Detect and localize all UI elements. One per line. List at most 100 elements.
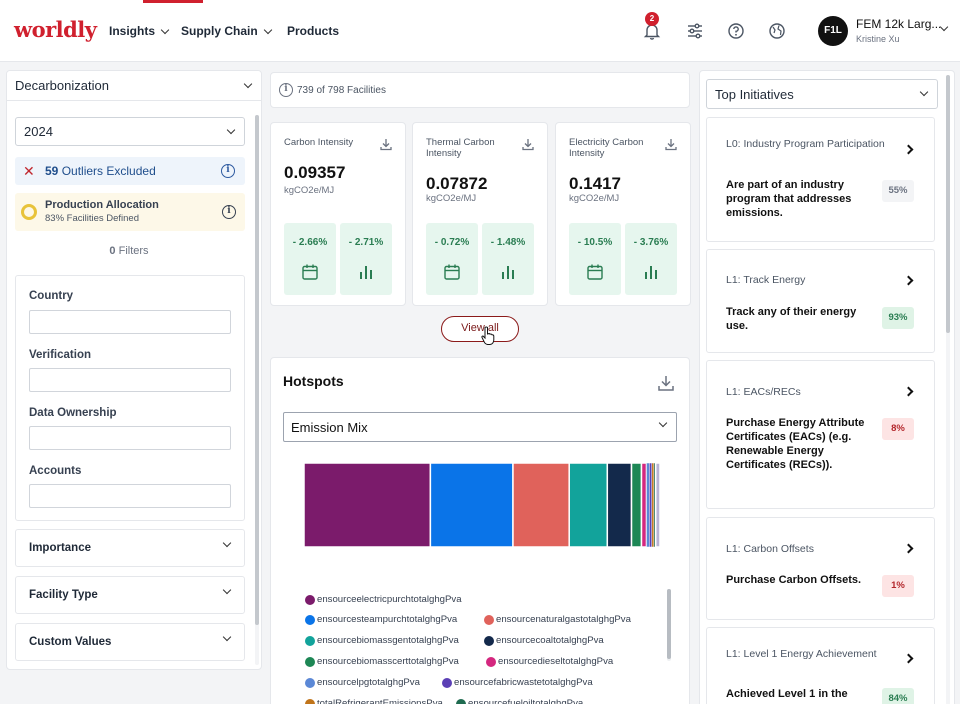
left-scrollbar-thumb[interactable] <box>255 115 259 625</box>
initiatives-select[interactable]: Top Initiatives <box>706 79 938 109</box>
legend-item[interactable]: ensourcelpgtotalghgPva <box>305 677 420 688</box>
filters-count: 0 Filters <box>7 245 251 257</box>
benchmark-change-tile[interactable]: - 2.71% <box>340 223 392 295</box>
bar-segment-ensourcefabricwastetotalghgPva[interactable] <box>649 463 653 547</box>
country-field[interactable] <box>29 310 231 334</box>
chevron-right-icon[interactable] <box>903 543 914 554</box>
legend-item[interactable]: ensourcefueloiltotalghgPva <box>456 698 583 704</box>
initiative-card[interactable]: L1: Track Energy Track any of their ener… <box>706 249 935 353</box>
legend-item[interactable]: ensourcebiomassgentotalghgPva <box>305 635 459 646</box>
year-select[interactable]: 2024 <box>15 117 245 146</box>
right-scrollbar-track[interactable] <box>946 75 950 704</box>
legend-dot <box>484 614 494 625</box>
chevron-right-icon[interactable] <box>903 144 914 155</box>
initiative-card[interactable]: L1: EACs/RECs Purchase Energy Attribute … <box>706 360 935 509</box>
yoy-change-tile[interactable]: - 2.66% <box>284 223 336 295</box>
bell-icon[interactable] <box>643 22 661 40</box>
module-select[interactable]: Decarbonization <box>7 71 261 101</box>
initiatives-panel: Top Initiatives L0: Industry Program Par… <box>699 70 955 704</box>
initiative-tag: L0: Industry Program Participation <box>726 138 885 150</box>
verification-label: Verification <box>29 349 91 361</box>
info-icon[interactable]: i <box>279 83 293 97</box>
legend-item[interactable]: ensourcenaturalgastotalghgPva <box>484 614 631 625</box>
chevron-right-icon[interactable] <box>903 275 914 286</box>
outliers-excluded-banner[interactable]: ✕ 59 Outliers Excluded i <box>15 157 245 185</box>
account-chevron-down-icon[interactable] <box>939 22 949 32</box>
data-ownership-label: Data Ownership <box>29 407 117 419</box>
right-scrollbar-thumb[interactable] <box>946 75 950 333</box>
legend-dot <box>486 656 496 667</box>
close-icon[interactable]: ✕ <box>23 163 35 179</box>
yoy-change-tile[interactable]: - 10.5% <box>569 223 621 295</box>
chevron-right-icon[interactable] <box>903 386 914 397</box>
accounts-label: Accounts <box>29 465 82 477</box>
importance-section-toggle[interactable]: Importance <box>15 529 245 567</box>
bar-segment-ensourcesteampurchtotalghgPva[interactable] <box>429 463 514 547</box>
bar-segment-ensourcelpgtotalghgPva[interactable] <box>646 463 650 547</box>
legend-item[interactable]: ensourcefabricwastetotalghgPva <box>442 677 593 688</box>
worldly-logo[interactable]: worldly <box>14 17 97 42</box>
legend-item[interactable]: ensourcecoaltotalghgPva <box>484 635 604 646</box>
benchmark-change-tile[interactable]: - 1.48% <box>482 223 534 295</box>
bar-chart-icon <box>645 266 657 279</box>
legend-label: ensourceelectricpurchtotalghgPva <box>317 594 462 605</box>
chevron-right-icon[interactable] <box>903 653 914 664</box>
initiative-tag: L1: Track Energy <box>726 274 806 286</box>
legend-item[interactable]: ensourcesteampurchtotalghgPva <box>305 614 457 625</box>
initiative-percent-badge: 8% <box>882 418 914 440</box>
view-all-button[interactable]: View all <box>441 316 519 342</box>
bar-segment-ensourcecoaltotalghgPva[interactable] <box>606 463 633 547</box>
verification-field[interactable] <box>29 368 231 392</box>
globe-icon[interactable] <box>768 22 786 40</box>
info-icon[interactable]: i <box>221 164 235 178</box>
facility-type-section-toggle[interactable]: Facility Type <box>15 576 245 614</box>
account-name[interactable]: FEM 12k Larg... <box>856 17 940 31</box>
legend-item[interactable]: ensourcedieseltotalghgPva <box>486 656 613 667</box>
legend-item[interactable]: ensourceelectricpurchtotalghgPva <box>305 594 462 605</box>
yoy-change-tile[interactable]: - 0.72% <box>426 223 478 295</box>
legend-label: ensourcedieseltotalghgPva <box>498 656 614 667</box>
metric-card-electricity-carbon-intensity[interactable]: Electricity Carbon Intensity 0.1417 kgCO… <box>555 122 691 306</box>
help-icon[interactable] <box>727 22 745 40</box>
initiative-tag: L1: Carbon Offsets <box>726 543 814 555</box>
initiative-card[interactable]: L1: Level 1 Energy Achievement Achieved … <box>706 627 935 704</box>
download-icon[interactable] <box>379 137 393 151</box>
legend-scrollbar-thumb[interactable] <box>667 589 671 659</box>
legend-label: ensourcefueloiltotalghgPva <box>468 698 584 704</box>
download-icon[interactable] <box>521 137 535 151</box>
hotspots-select[interactable]: Emission Mix <box>283 412 677 442</box>
benchmark-change-tile[interactable]: - 3.76% <box>625 223 677 295</box>
custom-values-section-toggle[interactable]: Custom Values <box>15 623 245 661</box>
avatar[interactable]: F1L <box>818 16 848 46</box>
info-icon[interactable]: i <box>222 205 236 219</box>
production-allocation-banner[interactable]: Production Allocation 83% Facilities Def… <box>15 193 245 231</box>
bar-segment-ensourcedieseltotalghgPva[interactable] <box>640 463 648 547</box>
initiative-card[interactable]: L1: Carbon Offsets Purchase Carbon Offse… <box>706 517 935 620</box>
nav-products[interactable]: Products <box>287 24 339 38</box>
metric-card-thermal-carbon-intensity[interactable]: Thermal Carbon Intensity 0.07872 kgCO2e/… <box>412 122 548 306</box>
data-ownership-field[interactable] <box>29 426 231 450</box>
nav-insights[interactable]: Insights <box>109 24 170 38</box>
bar-segment-ensourcebiomasscerttotalghgPva[interactable] <box>630 463 643 547</box>
benchmark-change-value: - 2.71% <box>348 237 384 248</box>
bar-segment-ensourceelectricpurchtotalghgPva[interactable] <box>304 463 432 547</box>
nav-supply-chain[interactable]: Supply Chain <box>181 24 272 38</box>
initiative-percent-badge: 1% <box>882 575 914 597</box>
legend-dot <box>484 635 494 646</box>
bar-segment-ensourcebiomassgentotalghgPva[interactable] <box>568 463 609 547</box>
legend-item[interactable]: totalRefrigerantEmissionsPva <box>305 698 443 704</box>
sliders-icon[interactable] <box>686 22 704 40</box>
account-user: Kristine Xu <box>856 34 900 44</box>
bar-segment-other[interactable] <box>654 463 660 547</box>
metric-card-carbon-intensity[interactable]: Carbon Intensity 0.09357 kgCO2e/MJ - 2.6… <box>270 122 406 306</box>
accounts-field[interactable] <box>29 484 231 508</box>
initiative-card[interactable]: L0: Industry Program Participation Are p… <box>706 117 935 242</box>
legend-dot <box>305 635 315 646</box>
bar-segment-ensourcenaturalgastotalghgPva[interactable] <box>512 463 570 547</box>
nav-products-label: Products <box>287 24 340 38</box>
filters-count-label: Filters <box>118 245 149 257</box>
download-icon[interactable] <box>664 137 678 151</box>
legend-item[interactable]: ensourcebiomasscerttotalghgPva <box>305 656 459 667</box>
bar-segment-totalRefrigerantEmissionsPva[interactable] <box>651 463 655 547</box>
download-icon[interactable] <box>657 374 675 392</box>
